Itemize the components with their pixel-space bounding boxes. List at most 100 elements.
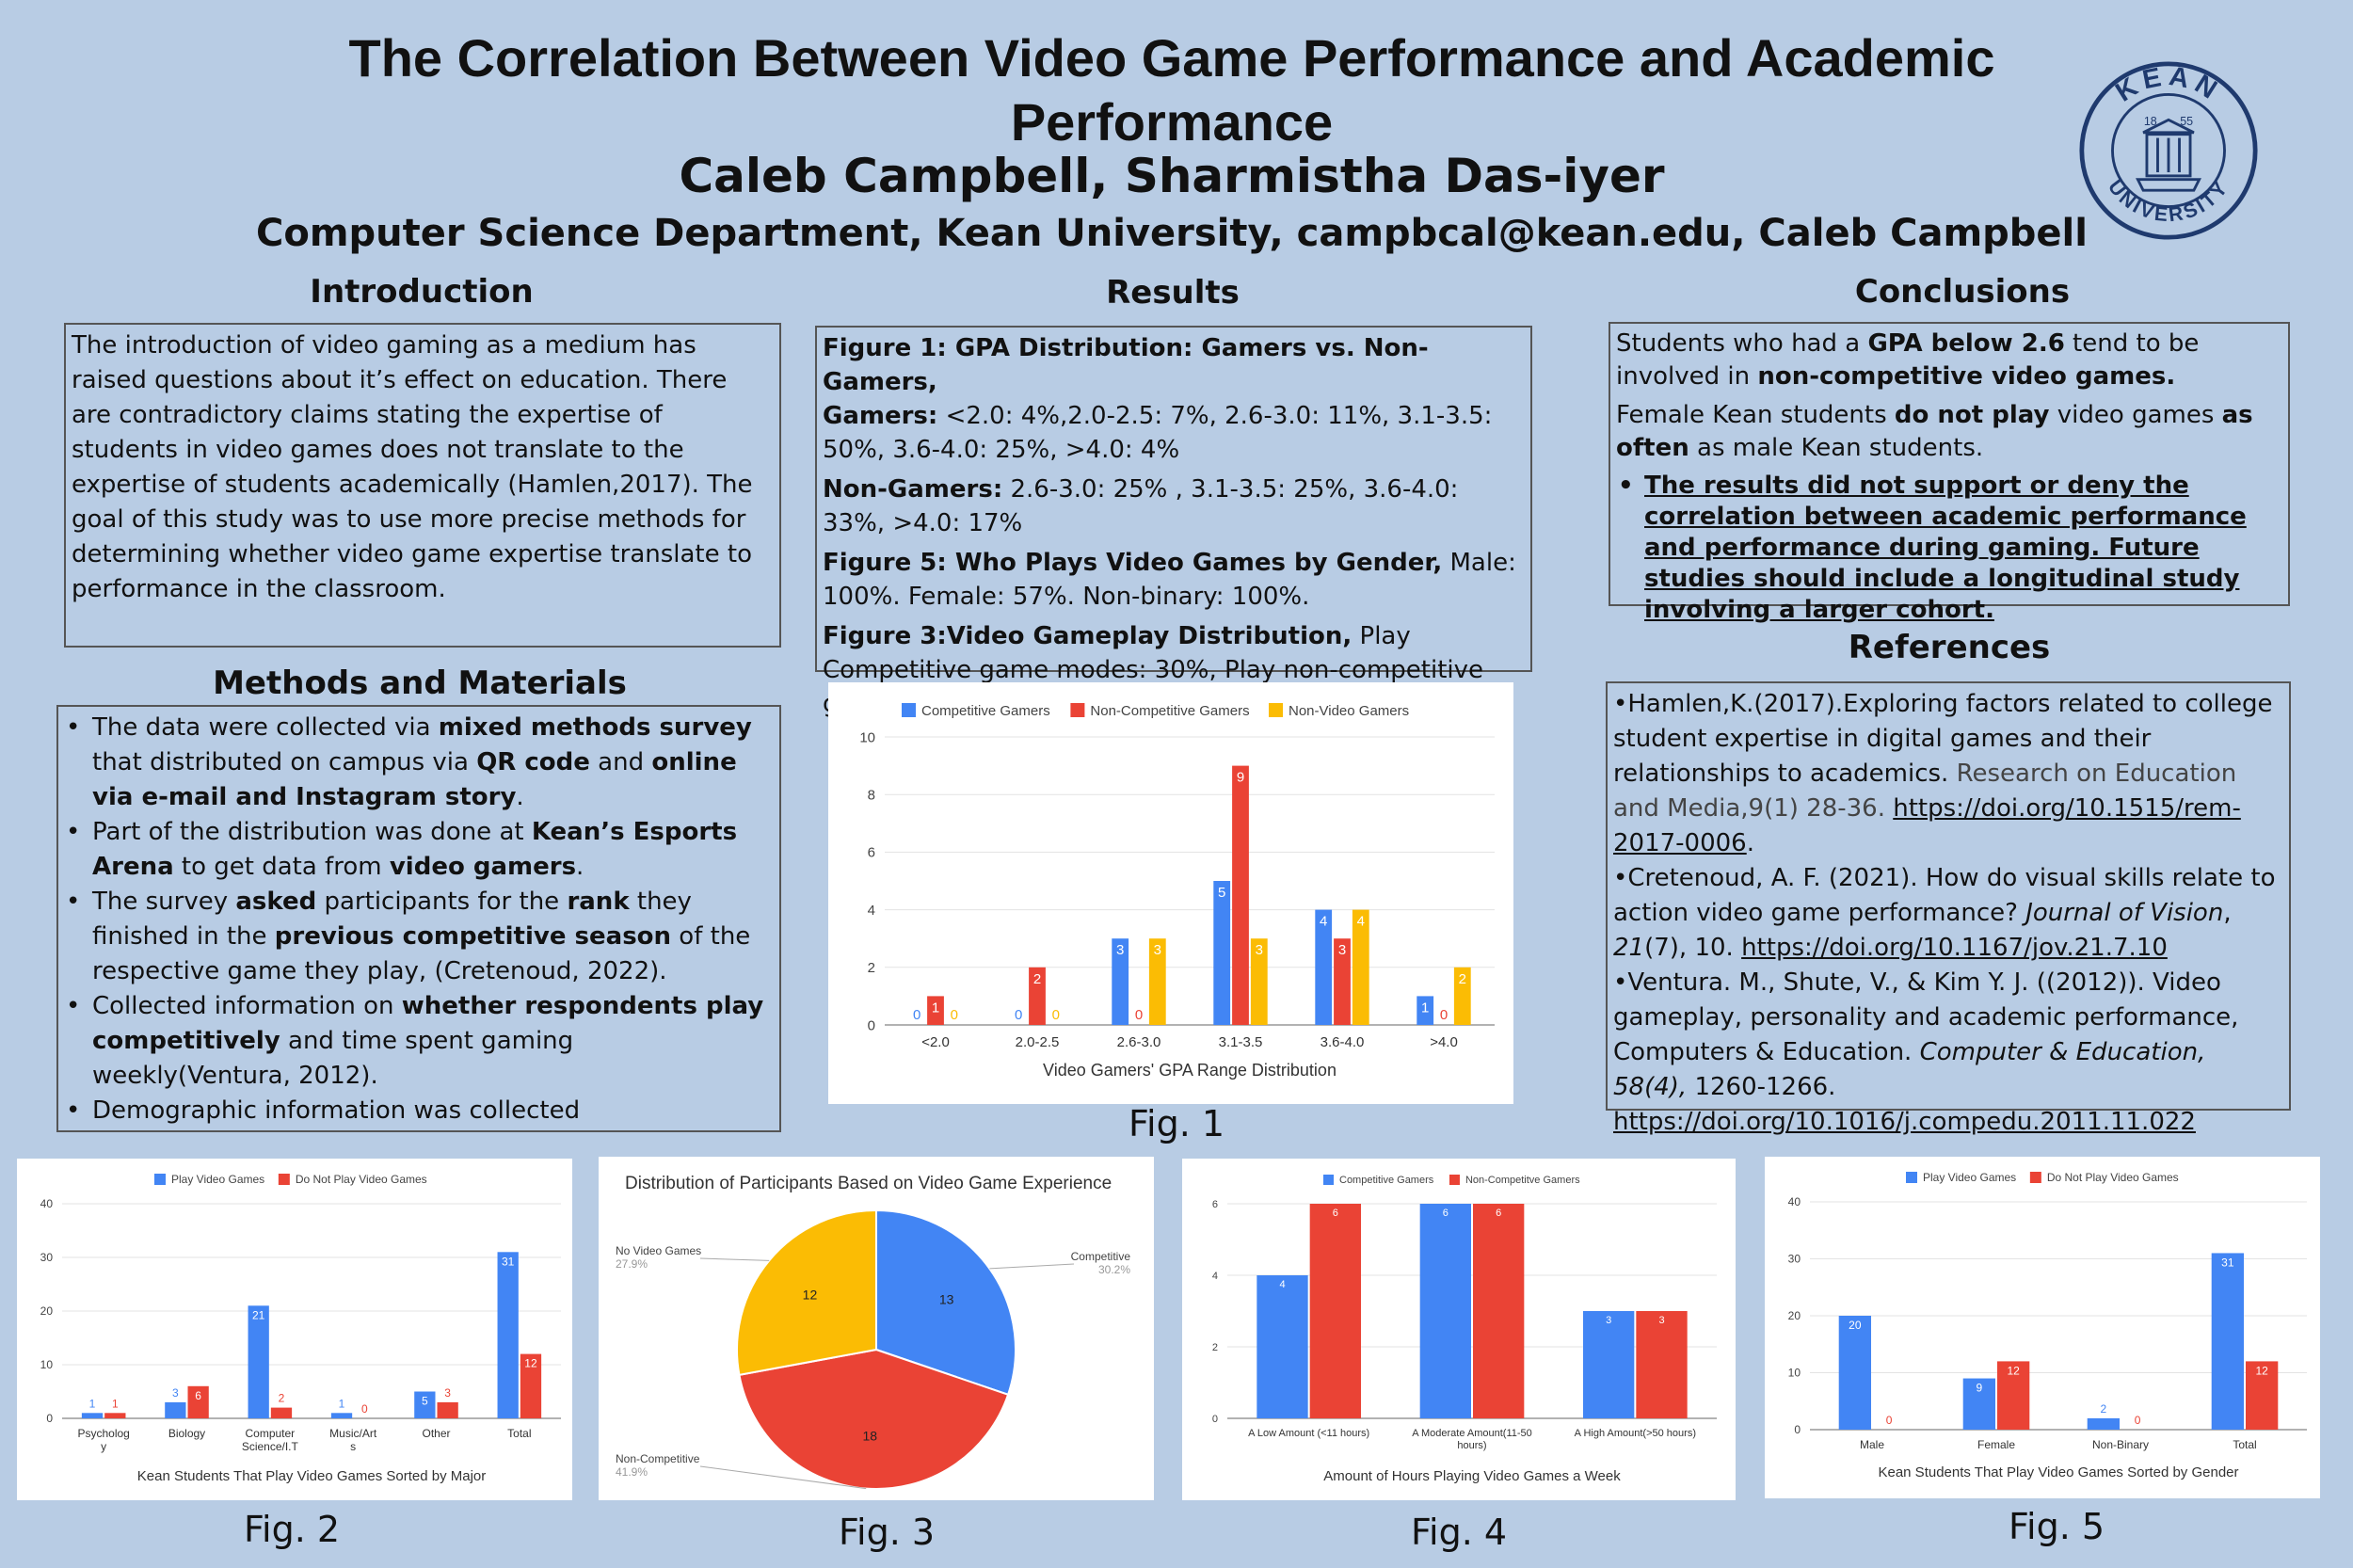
bar [1962,1378,1995,1430]
bar-value-label: 3 [444,1386,451,1400]
bar [414,1391,436,1418]
poster-authors: Caleb Campbell, Sharmistha Das-iyer [679,149,1665,203]
fig5-summary-title: Figure 5: Who Plays Video Games by Gende… [823,549,1443,577]
nongamers-text: 2.6-3.0: 25% , 3.1-3.5: 25%, 3.6-4.0: 33… [823,475,1459,537]
bar-value-label: 12 [2007,1364,2020,1377]
y-tick-label: 0 [1212,1414,1218,1425]
pie-name-label: No Video Games [616,1244,701,1257]
introduction-text: The introduction of video gaming as a me… [72,331,753,603]
reference-2: •Cretenoud, A. F. (2021). How do visual … [1613,864,2276,962]
y-tick-label: 6 [868,845,875,861]
bar-value-label: 0 [1886,1414,1893,1427]
x-tick-label: Male [1860,1438,1884,1451]
bar-value-label: 0 [1440,1007,1448,1023]
gamers-label: Gamers: [823,402,938,430]
chart-title: Amount of Hours Playing Video Games a We… [1323,1468,1621,1484]
reference-1: •Hamlen,K.(2017).Exploring factors relat… [1613,690,2273,857]
y-tick-label: 0 [46,1412,53,1425]
chart-title: Kean Students That Play Video Games Sort… [1878,1464,2238,1480]
fig1-gpa-bar-chart: Competitive Gamers Non-Competitive Gamers… [828,682,1513,1104]
y-tick-label: 40 [1788,1195,1801,1208]
poster-title: The Correlation Between Video Game Perfo… [348,28,1995,152]
bar-value-label: 3 [1154,942,1161,958]
bar [1148,938,1166,1025]
fig3-caption: Fig. 3 [838,1512,936,1553]
legend-label: Non-Competitive Gamers [1090,703,1249,719]
bar-value-label: 1 [932,1000,939,1016]
bar [2211,1253,2244,1430]
bar [330,1413,353,1418]
bar-value-label: 6 [1496,1208,1501,1219]
methods-box: The data were collected via mixed method… [56,705,781,1132]
legend-label: Do Not Play Video Games [2047,1171,2179,1184]
introduction-box: The introduction of video gaming as a me… [64,323,781,648]
bar [165,1401,186,1418]
legend-label: Play Video Games [1923,1171,2016,1184]
fig5-caption: Fig. 5 [2008,1506,2105,1547]
x-tick-label: Computer Science/I.T [242,1427,299,1453]
svg-text:KEAN: KEAN [2110,61,2226,108]
bar [2246,1361,2279,1430]
fig1-summary-title: Figure 1: GPA Distribution: Gamers vs. N… [823,334,1429,396]
reference-1-link[interactable]: https://doi.org/10.1515/rem-2017-0006 [1613,794,2241,857]
references-heading: References [1848,629,2051,666]
conclusions-box: Students who had a GPA below 2.6 tend to… [1609,322,2290,624]
x-tick-label: Music/Art s [329,1427,377,1453]
x-tick-label: 2.0-2.5 [1016,1034,1060,1050]
bar-value-label: 6 [1443,1208,1449,1219]
fig2-major-bar-chart: Play Video Games Do Not Play Video Games 0… [17,1159,572,1500]
bar [1334,938,1351,1025]
methods-item: Collected information on whether respond… [58,989,774,1094]
methods-item: The survey asked participants for the ra… [58,885,774,989]
y-tick-label: 30 [1788,1253,1801,1266]
reference-3-link[interactable]: https://doi.org/10.1016/j.compedu.2011.1… [1613,1108,2196,1136]
bar [1213,881,1231,1025]
x-tick-label: <2.0 [921,1034,950,1050]
svg-text:55: 55 [2180,115,2193,128]
bar-value-label: 3 [1606,1315,1611,1326]
bar-value-label: 4 [1320,914,1327,930]
bar [520,1353,542,1418]
legend-swatch [1449,1175,1460,1185]
bar-value-label: 0 [1052,1007,1060,1023]
fig5-gender-bar-chart: Play Video Games Do Not Play Video Games 0… [1765,1157,2320,1498]
y-tick-label: 8 [868,787,875,803]
bar-value-label: 31 [2221,1256,2234,1269]
legend-swatch [1269,703,1283,717]
bar-value-label: 12 [524,1357,537,1370]
kean-university-seal-logo: KEAN UNIVERSITY 18 55 [2079,61,2258,240]
pie-slice [736,1208,877,1377]
x-tick-label: A High Amount(>50 hours) [1575,1428,1696,1439]
bar [1112,938,1129,1025]
fig3-summary-title: Figure 3:Video Gameplay Distribution, [823,622,1353,650]
bar [497,1252,519,1418]
chart-title: Video Gamers' GPA Range Distribution [1043,1061,1337,1080]
methods-list: The data were collected via mixed method… [58,711,774,1128]
y-tick-label: 10 [859,729,875,745]
svg-text:UNIVERSITY: UNIVERSITY [2104,176,2233,226]
x-tick-label: Biology [168,1427,205,1440]
y-tick-label: 4 [1212,1271,1218,1282]
pie-value-label: 12 [803,1287,818,1302]
bar-value-label: 1 [1421,1000,1429,1016]
y-tick-label: 30 [40,1251,54,1264]
bar [1453,967,1471,1025]
bar [1250,938,1268,1025]
results-heading: Results [1106,274,1240,312]
fig4-caption: Fig. 4 [1410,1512,1508,1553]
bar-value-label: 1 [112,1397,119,1410]
bar [187,1385,209,1418]
bar-value-label: 3 [1338,942,1346,958]
x-tick-label: A Moderate Amount(11-50 hours) [1412,1428,1532,1451]
conclusion-paragraph-2: Female Kean students do not play video g… [1616,401,2253,462]
results-box: Figure 1: GPA Distribution: Gamers vs. N… [815,326,1532,718]
bar-value-label: 1 [89,1397,96,1410]
fig5-summary-text: Male: 100%. Female: 57%. Non-binary: 100… [823,549,1516,611]
reference-2-link[interactable]: https://doi.org/10.1167/jov.21.7.10 [1741,934,2168,962]
y-tick-label: 40 [40,1197,54,1210]
bar-value-label: 4 [1357,914,1365,930]
chart-title: Distribution of Participants Based on Vi… [625,1174,1112,1193]
x-tick-label: >4.0 [1430,1034,1458,1050]
y-tick-label: 10 [1788,1367,1801,1380]
bar-value-label: 3 [172,1386,179,1400]
